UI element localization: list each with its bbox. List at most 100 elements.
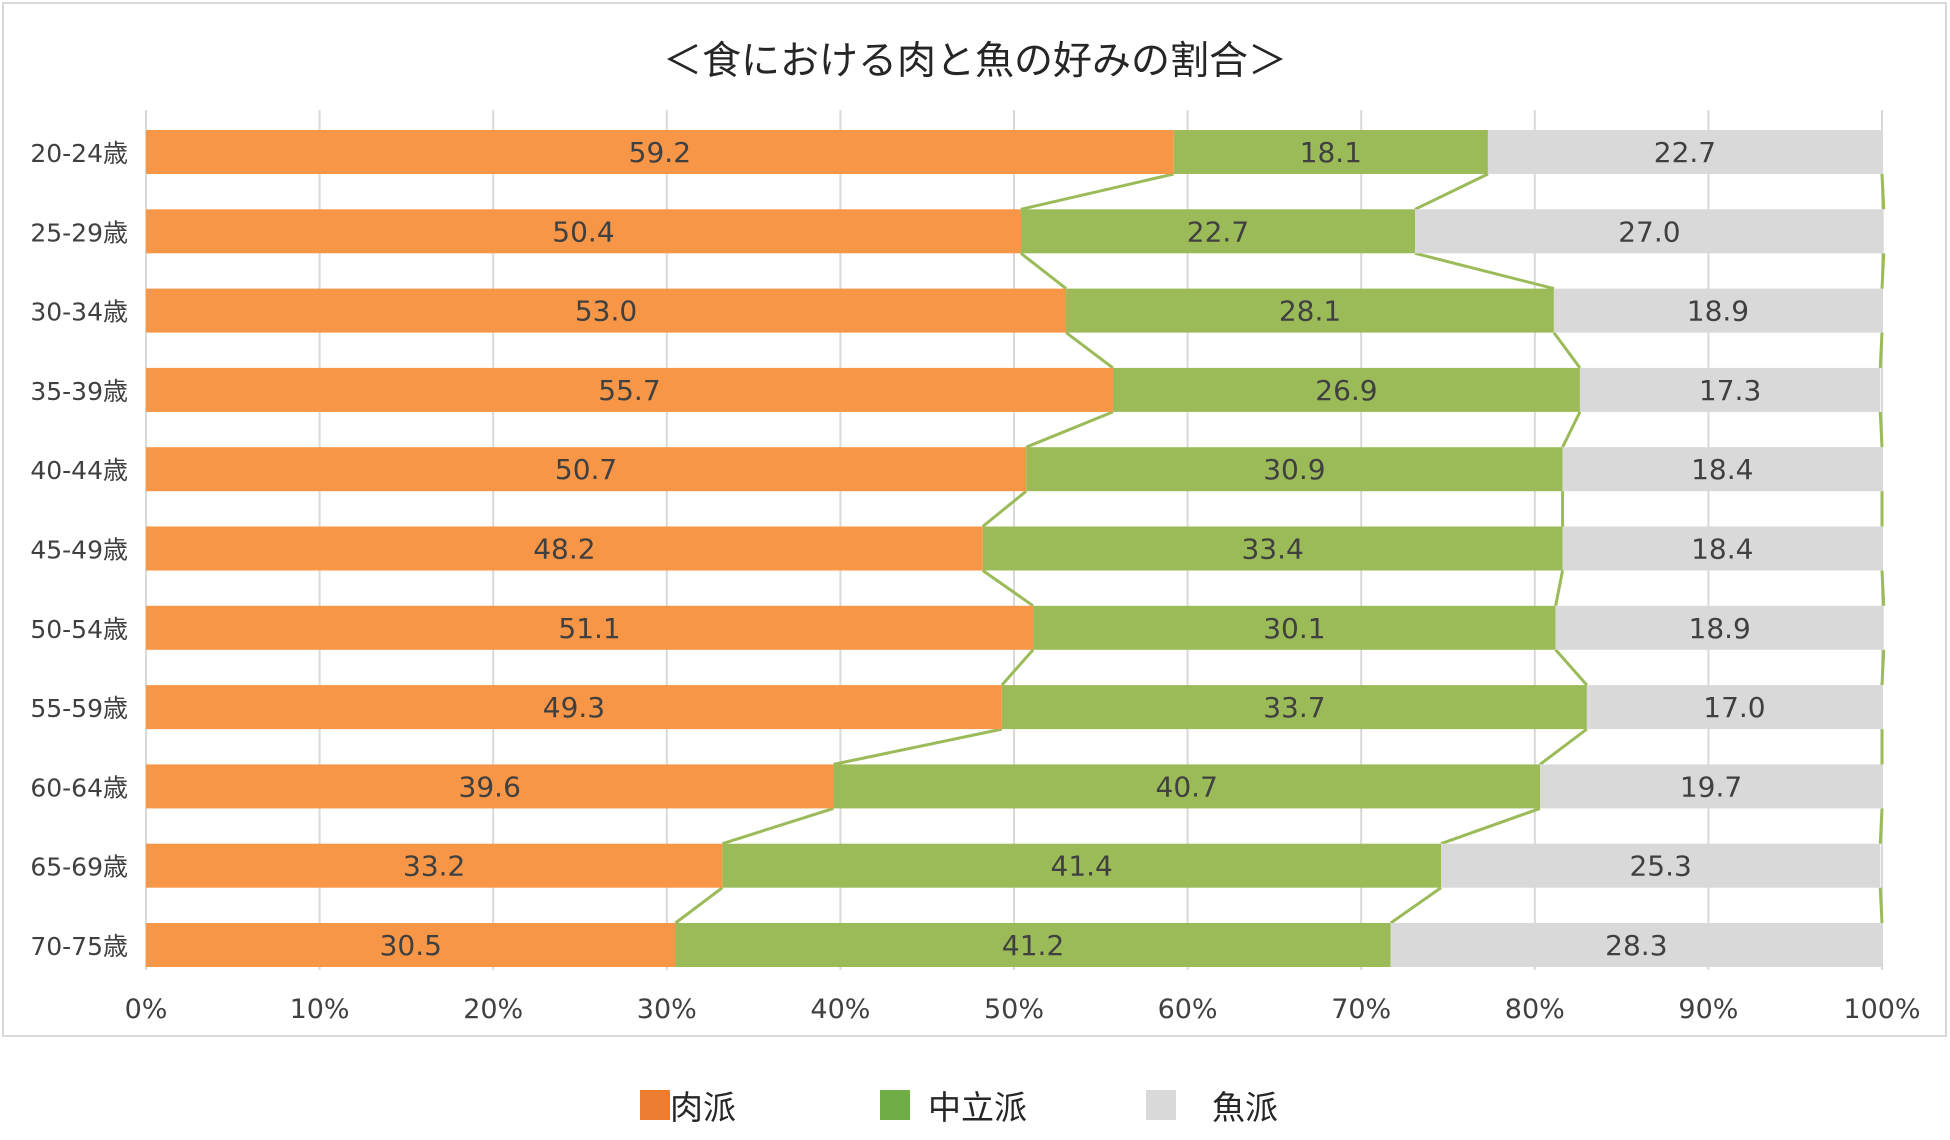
x-tick-label: 70% bbox=[1331, 994, 1391, 1025]
series-line bbox=[1880, 253, 1886, 289]
data-label: 28.3 bbox=[1605, 929, 1667, 962]
bar-meat bbox=[146, 367, 1113, 412]
legend-label-fish: 魚派 bbox=[1212, 1088, 1278, 1127]
data-label: 18.1 bbox=[1300, 136, 1362, 169]
bar-fish bbox=[1540, 764, 1882, 809]
series-line bbox=[981, 490, 1028, 528]
chart-title: ＜食における肉と魚の好みの割合＞ bbox=[662, 39, 1287, 84]
series-line bbox=[1065, 331, 1114, 370]
data-label: 19.7 bbox=[1680, 770, 1742, 803]
bar-fish bbox=[1586, 685, 1882, 730]
data-label: 48.2 bbox=[533, 533, 595, 566]
series-line bbox=[1880, 570, 1886, 606]
x-tick-label: 90% bbox=[1678, 994, 1738, 1025]
data-label: 49.3 bbox=[543, 691, 605, 724]
data-label: 18.9 bbox=[1689, 612, 1751, 645]
data-label: 22.7 bbox=[1654, 136, 1716, 169]
data-label: 18.4 bbox=[1691, 533, 1753, 566]
x-tick-label: 10% bbox=[290, 994, 350, 1025]
legend-item-fish: 魚派 bbox=[1146, 1085, 1278, 1127]
series-line bbox=[1880, 649, 1886, 686]
series-line bbox=[1554, 570, 1565, 607]
y-tick-label: 45-49歳 bbox=[30, 536, 128, 565]
legend-swatch-neutral bbox=[880, 1090, 910, 1120]
data-label: 55.7 bbox=[598, 374, 660, 407]
bar-meat bbox=[146, 764, 834, 809]
series-line bbox=[1878, 887, 1884, 924]
y-tick-label: 55-59歳 bbox=[30, 694, 128, 723]
series-line bbox=[1414, 172, 1489, 211]
data-label: 30.1 bbox=[1263, 612, 1325, 645]
series-line bbox=[1880, 173, 1886, 210]
data-label: 22.7 bbox=[1187, 215, 1249, 248]
y-tick-label: 20-24歳 bbox=[30, 139, 128, 168]
x-tick-label: 0% bbox=[125, 994, 168, 1025]
bar-neutral bbox=[1020, 209, 1416, 254]
data-label: 41.2 bbox=[1002, 929, 1064, 962]
data-label: 50.4 bbox=[552, 215, 614, 248]
data-label: 30.5 bbox=[380, 929, 442, 962]
bars-layer bbox=[146, 130, 1884, 967]
series-line bbox=[1020, 252, 1068, 290]
series-line bbox=[721, 806, 834, 846]
data-label: 18.9 bbox=[1687, 295, 1749, 328]
bar-fish bbox=[1390, 923, 1882, 967]
bar-fish bbox=[1562, 447, 1882, 492]
data-label: 59.2 bbox=[629, 136, 691, 169]
data-labels-layer: 59.2 18.1 22.7 50.4 22.7 27.0 53.0 28.1 18.9 55.7… bbox=[380, 136, 1766, 962]
bar-fish bbox=[1555, 605, 1884, 650]
bar-neutral bbox=[1026, 447, 1563, 492]
series-line bbox=[1878, 332, 1884, 368]
series-line bbox=[1878, 411, 1884, 448]
bar-fish bbox=[1579, 367, 1881, 412]
bar-neutral bbox=[833, 764, 1541, 809]
series-line bbox=[1539, 727, 1588, 766]
series-line bbox=[1414, 251, 1555, 291]
y-tick-label: 60-64歳 bbox=[30, 773, 128, 802]
data-label: 41.4 bbox=[1051, 850, 1113, 883]
series-line bbox=[1440, 806, 1541, 846]
series-line bbox=[1552, 331, 1582, 369]
bar-fish bbox=[1562, 526, 1882, 571]
bar-neutral bbox=[722, 843, 1442, 888]
bar-meat bbox=[146, 288, 1067, 333]
bar-neutral bbox=[1112, 367, 1580, 412]
bar-chart: 59.2 18.1 22.7 50.4 22.7 27.0 53.0 28.1 18.9 55.7… bbox=[30, 110, 1921, 1025]
x-tick-label: 60% bbox=[1158, 994, 1218, 1025]
series-lines-layer bbox=[674, 172, 1886, 925]
y-tick-label: 35-39歳 bbox=[30, 377, 128, 406]
bar-meat bbox=[146, 447, 1027, 492]
series-line bbox=[1389, 886, 1442, 925]
legend: 肉派 中立派 魚派 bbox=[0, 1085, 1950, 1127]
data-label: 33.4 bbox=[1241, 533, 1303, 566]
data-label: 33.7 bbox=[1263, 691, 1325, 724]
bar-meat bbox=[146, 209, 1021, 254]
data-label: 18.4 bbox=[1691, 453, 1753, 486]
bar-meat bbox=[146, 685, 1002, 730]
data-label: 27.0 bbox=[1618, 215, 1680, 248]
data-label: 40.7 bbox=[1156, 770, 1218, 803]
x-tick-label: 40% bbox=[810, 994, 870, 1025]
bar-meat bbox=[146, 526, 983, 571]
data-label: 25.3 bbox=[1629, 850, 1691, 883]
series-line bbox=[981, 569, 1034, 608]
bar-meat bbox=[146, 923, 676, 967]
bar-fish bbox=[1553, 288, 1882, 333]
series-line bbox=[833, 727, 1003, 766]
series-line bbox=[1878, 808, 1884, 844]
y-tick-label: 30-34歳 bbox=[30, 298, 128, 327]
legend-label-meat: 肉派 bbox=[670, 1088, 736, 1127]
data-label: 39.6 bbox=[459, 770, 521, 803]
y-tick-label: 25-29歳 bbox=[30, 218, 128, 247]
legend-item-neutral: 中立派 bbox=[880, 1085, 1027, 1127]
axis-labels-layer: 0% 10% 20% 30% 40% 50% 60% 70% 80% 90% 100% 20-24歳 2… bbox=[30, 139, 1920, 1025]
series-line bbox=[1025, 410, 1114, 449]
legend-label-neutral: 中立派 bbox=[928, 1088, 1027, 1127]
bar-neutral bbox=[1001, 685, 1587, 730]
y-tick-label: 50-54歳 bbox=[30, 615, 128, 644]
bar-neutral bbox=[982, 526, 1563, 571]
data-label: 30.9 bbox=[1263, 453, 1325, 486]
bar-neutral bbox=[1173, 130, 1488, 174]
bar-fish bbox=[1415, 209, 1884, 254]
series-line bbox=[1020, 172, 1175, 211]
